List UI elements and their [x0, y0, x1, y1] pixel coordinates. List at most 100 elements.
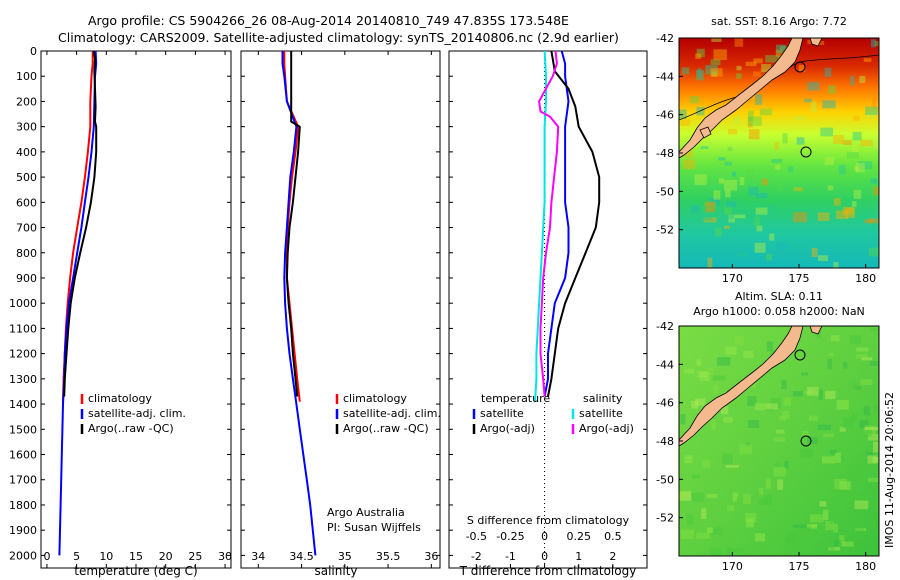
credit-line2: PI: Susan Wijffels — [327, 521, 421, 534]
x-tick-label: 34 — [251, 550, 265, 563]
texture-cell — [874, 405, 879, 413]
texture-cell — [808, 415, 819, 421]
texture-cell — [733, 116, 740, 125]
depth-tick-label: 200 — [16, 95, 37, 108]
float-position-marker-sst-2 — [794, 61, 806, 73]
texture-cell — [680, 490, 691, 500]
texture-cell — [777, 181, 783, 192]
salinity-axes-frame — [240, 50, 441, 569]
texture-cell — [868, 247, 879, 257]
legend-label: satellite — [579, 407, 623, 420]
texture-cell — [774, 141, 779, 150]
texture-cell — [873, 441, 879, 453]
map-y-tick-label: -50 — [656, 185, 674, 198]
texture-cell — [724, 179, 737, 191]
legend-label: Argo(-adj) — [480, 422, 535, 435]
texture-cell — [686, 514, 694, 525]
texture-cell — [732, 492, 738, 502]
texture-cell — [690, 96, 700, 104]
map-y-tick-label: -46 — [656, 397, 674, 410]
texture-cell — [827, 359, 833, 370]
texture-cell — [842, 206, 854, 215]
texture-cell — [824, 67, 832, 77]
profile-line-satelliteadjclim — [58, 51, 98, 556]
salinity-panel: 34 34.5 35 35.5 36 climatology satellite-adj.… — [240, 50, 441, 578]
texture-cell — [773, 437, 786, 442]
s-difference-label: S difference from climatology — [467, 514, 630, 527]
texture-cell — [836, 399, 849, 410]
texture-cell — [853, 115, 860, 121]
texture-cell — [842, 362, 848, 369]
texture-cell — [811, 524, 818, 530]
texture-cell — [781, 379, 787, 389]
texture-cell — [739, 444, 752, 454]
depth-tick-label: 600 — [16, 196, 37, 209]
texture-cell — [777, 479, 784, 490]
profile-line-argorawqc — [285, 51, 301, 397]
texture-cell — [737, 252, 748, 257]
texture-cell — [754, 533, 765, 542]
x-tick-label-S: -0.25 — [496, 530, 524, 543]
texture-cell — [819, 501, 827, 507]
sst-map-panel: sat. SST: 8.16 Argo: 7.72 170 175 180 -42 -4… — [656, 15, 880, 285]
texture-cell — [710, 547, 722, 556]
texture-cell — [807, 437, 818, 445]
texture-cell — [698, 214, 712, 221]
texture-cell — [753, 71, 761, 77]
legend-header-temperature: temperature — [481, 392, 550, 405]
texture-cell — [747, 420, 760, 428]
texture-cell — [792, 390, 803, 397]
texture-cell — [696, 70, 704, 81]
texture-cell — [829, 513, 834, 524]
texture-cell — [680, 119, 691, 126]
map-x-tick-label: 170 — [722, 560, 743, 573]
profile-line-argorawqc — [63, 51, 98, 397]
texture-cell — [855, 527, 865, 538]
texture-cell — [852, 201, 857, 208]
texture-cell — [683, 159, 696, 170]
x-tick-label-T: 1 — [575, 550, 582, 563]
salinity-depth-ticks — [241, 50, 440, 556]
texture-cell — [856, 347, 869, 352]
map-y-tick-label: -46 — [656, 109, 674, 122]
map-x-tick-label: 180 — [855, 272, 876, 285]
texture-cell — [725, 346, 737, 355]
depth-tick-label: 800 — [16, 247, 37, 260]
texture-cell — [809, 245, 815, 251]
texture-cell — [727, 147, 733, 152]
texture-cell — [873, 186, 879, 196]
texture-cell — [697, 371, 708, 378]
texture-cell — [718, 178, 725, 184]
temperature-profiles — [58, 51, 98, 556]
texture-cell — [817, 212, 830, 221]
texture-cell — [807, 386, 819, 396]
texture-cell — [743, 350, 754, 358]
texture-cell — [856, 354, 868, 359]
temperature-legend: climatology satellite-adj. clim. Argo(..ra… — [80, 392, 186, 435]
sst-map-axes: 170 175 180 -42 -44 -46 -48 -50 -52 — [656, 32, 876, 285]
texture-cell — [818, 389, 823, 400]
difference-x-axis: -2 -1 0 1 2 -0.5 -0.25 0 0.25 0.5 — [466, 530, 622, 568]
texture-cell — [794, 116, 805, 120]
map-y-tick-label: -42 — [656, 320, 674, 333]
texture-cell — [775, 49, 783, 57]
texture-cell — [691, 474, 700, 479]
difference-line-temperature — [543, 51, 570, 397]
texture-cell — [720, 406, 729, 415]
map-y-tick-label: -44 — [656, 70, 674, 83]
texture-cell — [734, 493, 739, 497]
texture-cell — [739, 177, 745, 186]
texture-cell — [807, 39, 812, 45]
texture-cell — [758, 494, 773, 506]
texture-cell — [779, 45, 788, 51]
texture-cell — [723, 416, 733, 423]
texture-cell — [839, 426, 846, 432]
texture-cell — [695, 398, 706, 406]
texture-cell — [870, 178, 878, 184]
legend-label: Argo(..raw -QC) — [343, 422, 429, 435]
texture-cell — [868, 477, 879, 483]
depth-tick-label: 900 — [16, 272, 37, 285]
texture-cell — [793, 187, 803, 192]
sla-field — [679, 326, 879, 556]
texture-cell — [713, 49, 727, 61]
